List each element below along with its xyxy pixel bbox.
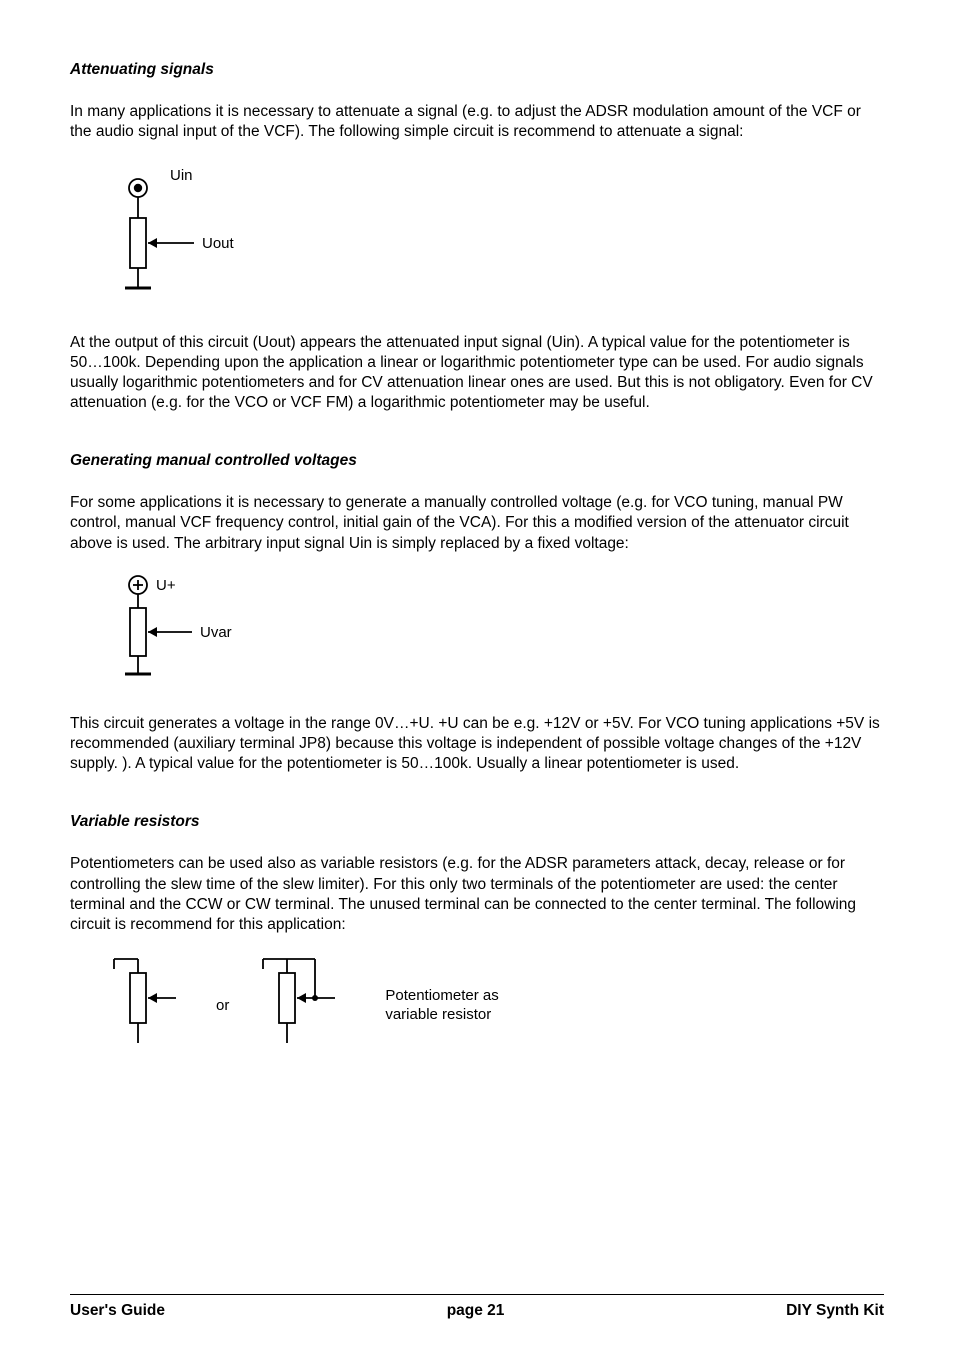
- variable-resistor-label: Potentiometer asvariable resistor: [355, 987, 498, 1025]
- attenuator-diagram: Uin Uout: [98, 158, 884, 314]
- diagram-label-uin: Uin: [170, 167, 193, 184]
- diagram-label-uout: Uout: [202, 235, 235, 252]
- attenuating-p2: At the output of this circuit (Uout) app…: [70, 333, 884, 414]
- variable-p1: Potentiometers can be used also as varia…: [70, 854, 884, 935]
- footer: User's Guide page 21 DIY Synth Kit: [70, 1294, 884, 1321]
- diagram-label-uplus: U+: [156, 577, 176, 594]
- footer-right: DIY Synth Kit: [786, 1301, 884, 1321]
- footer-center: page 21: [447, 1301, 505, 1321]
- generating-p2: This circuit generates a voltage in the …: [70, 714, 884, 774]
- footer-left: User's Guide: [70, 1301, 165, 1321]
- or-label: or: [206, 996, 239, 1016]
- section-title-variable: Variable resistors: [70, 812, 884, 832]
- diagram-label-uvar: Uvar: [200, 624, 232, 641]
- section-title-generating: Generating manual controlled voltages: [70, 451, 884, 471]
- generating-diagram: U+ Uvar: [98, 570, 884, 696]
- variable-resistor-diagram: or Potentiometer asvariable resistor: [98, 951, 884, 1061]
- generating-p1: For some applications it is necessary to…: [70, 493, 884, 553]
- attenuating-p1: In many applications it is necessary to …: [70, 102, 884, 142]
- section-title-attenuating: Attenuating signals: [70, 60, 884, 80]
